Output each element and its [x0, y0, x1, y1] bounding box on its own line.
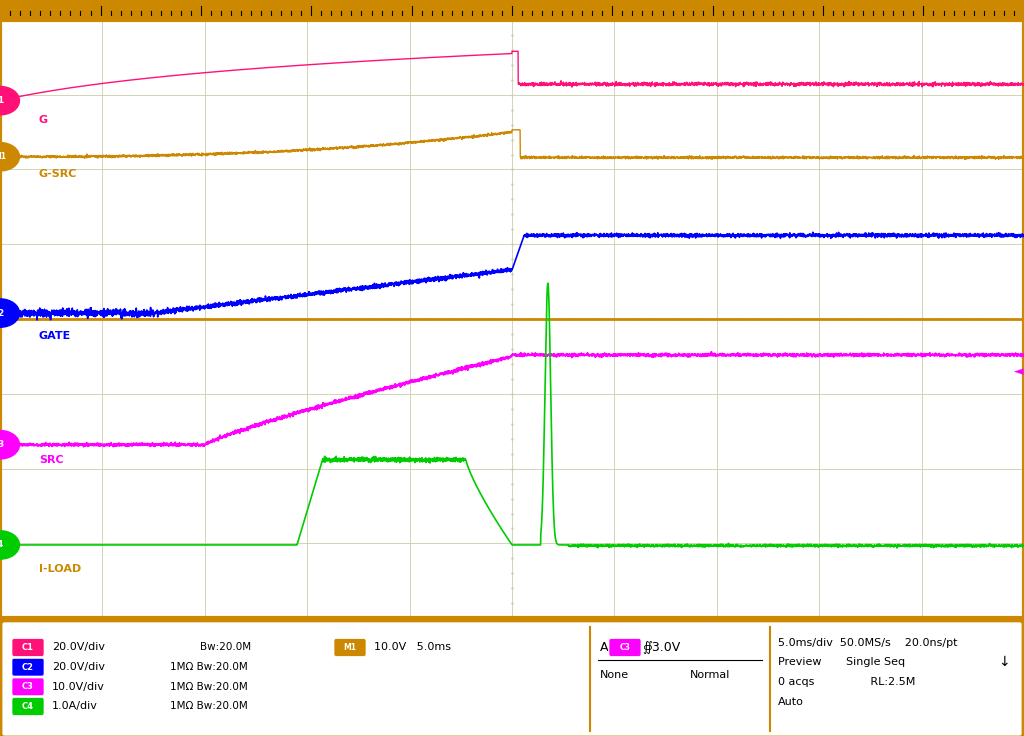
FancyBboxPatch shape	[609, 639, 641, 657]
Text: SRC: SRC	[39, 456, 63, 465]
Text: C2: C2	[22, 662, 34, 672]
Text: ▼: ▼	[512, 1, 522, 14]
Text: Auto: Auto	[778, 696, 804, 707]
Circle shape	[0, 86, 19, 115]
Text: M1: M1	[0, 152, 6, 161]
Circle shape	[0, 143, 19, 171]
FancyBboxPatch shape	[12, 678, 44, 696]
Circle shape	[0, 431, 19, 459]
Text: 1MΩ Bᴡ:20.0M: 1MΩ Bᴡ:20.0M	[170, 662, 248, 672]
Text: A: A	[600, 641, 608, 654]
Text: 20.0V/div: 20.0V/div	[52, 643, 105, 653]
Text: Preview       Single Seq: Preview Single Seq	[778, 657, 905, 668]
Text: 10.0V/div: 10.0V/div	[52, 682, 104, 692]
Text: 3: 3	[0, 440, 3, 449]
Text: Bᴡ:20.0M: Bᴡ:20.0M	[200, 643, 251, 653]
Text: 20.0V/div: 20.0V/div	[52, 662, 105, 672]
Text: 1MΩ Bᴡ:20.0M: 1MΩ Bᴡ:20.0M	[170, 682, 248, 692]
Text: Normal: Normal	[690, 670, 730, 680]
Text: 10.0V   5.0ms: 10.0V 5.0ms	[374, 643, 451, 653]
Text: M1: M1	[343, 643, 356, 652]
Text: I-LOAD: I-LOAD	[39, 564, 81, 574]
Text: C1: C1	[22, 643, 34, 652]
FancyBboxPatch shape	[1, 621, 1023, 736]
Circle shape	[0, 531, 19, 559]
Text: C4: C4	[22, 702, 34, 711]
Text: 1: 1	[0, 96, 3, 105]
FancyBboxPatch shape	[334, 639, 366, 657]
Text: C3: C3	[620, 643, 631, 652]
Circle shape	[0, 299, 19, 328]
Text: C3: C3	[23, 682, 34, 691]
Text: 0 acqs                RL:2.5M: 0 acqs RL:2.5M	[778, 677, 915, 687]
Text: ↓: ↓	[998, 655, 1010, 669]
FancyBboxPatch shape	[12, 658, 44, 676]
Text: 2: 2	[0, 308, 3, 317]
Text: None: None	[600, 670, 629, 680]
Text: ∯3.0V: ∯3.0V	[642, 641, 680, 654]
Text: 1MΩ Bᴡ:20.0M: 1MΩ Bᴡ:20.0M	[170, 701, 248, 712]
Text: 1.0A/div: 1.0A/div	[52, 701, 98, 712]
Text: G: G	[39, 115, 48, 125]
Text: ◄: ◄	[1015, 365, 1024, 378]
FancyBboxPatch shape	[12, 698, 44, 715]
Text: GATE: GATE	[39, 330, 71, 341]
Text: G-SRC: G-SRC	[39, 169, 77, 179]
Text: 4: 4	[0, 540, 3, 550]
FancyBboxPatch shape	[12, 639, 44, 657]
Text: 5.0ms/div  50.0MS/s    20.0ns/pt: 5.0ms/div 50.0MS/s 20.0ns/pt	[778, 637, 957, 648]
